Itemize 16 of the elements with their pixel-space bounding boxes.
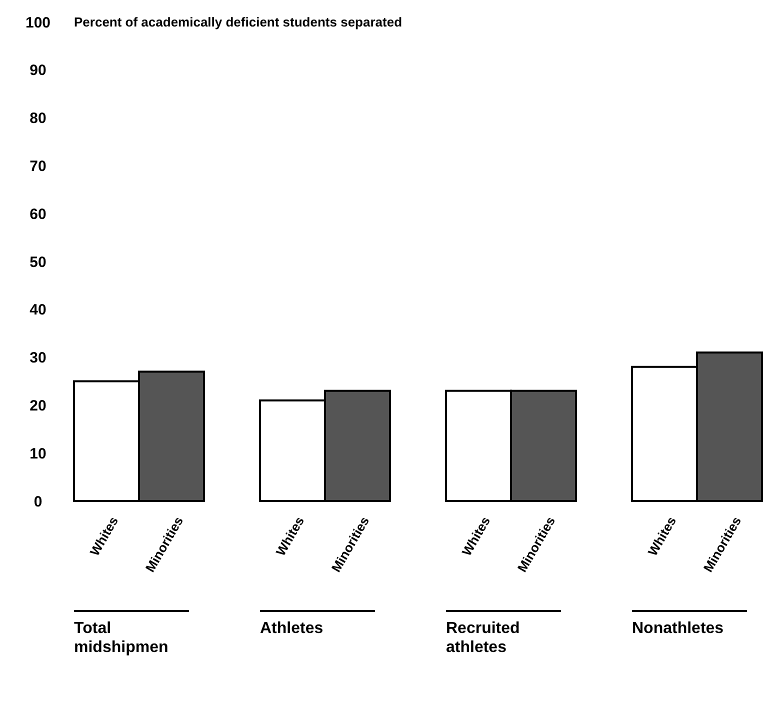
y-tick-label: 90 <box>30 62 46 80</box>
y-tick-label: 60 <box>30 206 46 223</box>
y-axis-title: Percent of academically deficient students separated <box>74 14 402 30</box>
y-tick-label: 50 <box>30 254 46 271</box>
y-tick-label: 80 <box>30 110 46 128</box>
y-tick-label: 10 <box>30 445 46 462</box>
y-tick-label: 30 <box>30 350 46 367</box>
x-tick-label: Total midshipmen <box>74 620 168 656</box>
x-tick-label: Athletes <box>260 620 324 637</box>
y-tick-label: 20 <box>30 397 46 414</box>
x-tick-label: Recruited athletes <box>446 620 520 656</box>
y-tick-label: 40 <box>30 302 46 319</box>
x-tick-label: Nonathletes <box>632 620 724 637</box>
y-tick-label: 70 <box>30 158 46 175</box>
y-tick-label: 0 <box>34 493 42 510</box>
y-tick-label: 100 <box>25 14 51 32</box>
